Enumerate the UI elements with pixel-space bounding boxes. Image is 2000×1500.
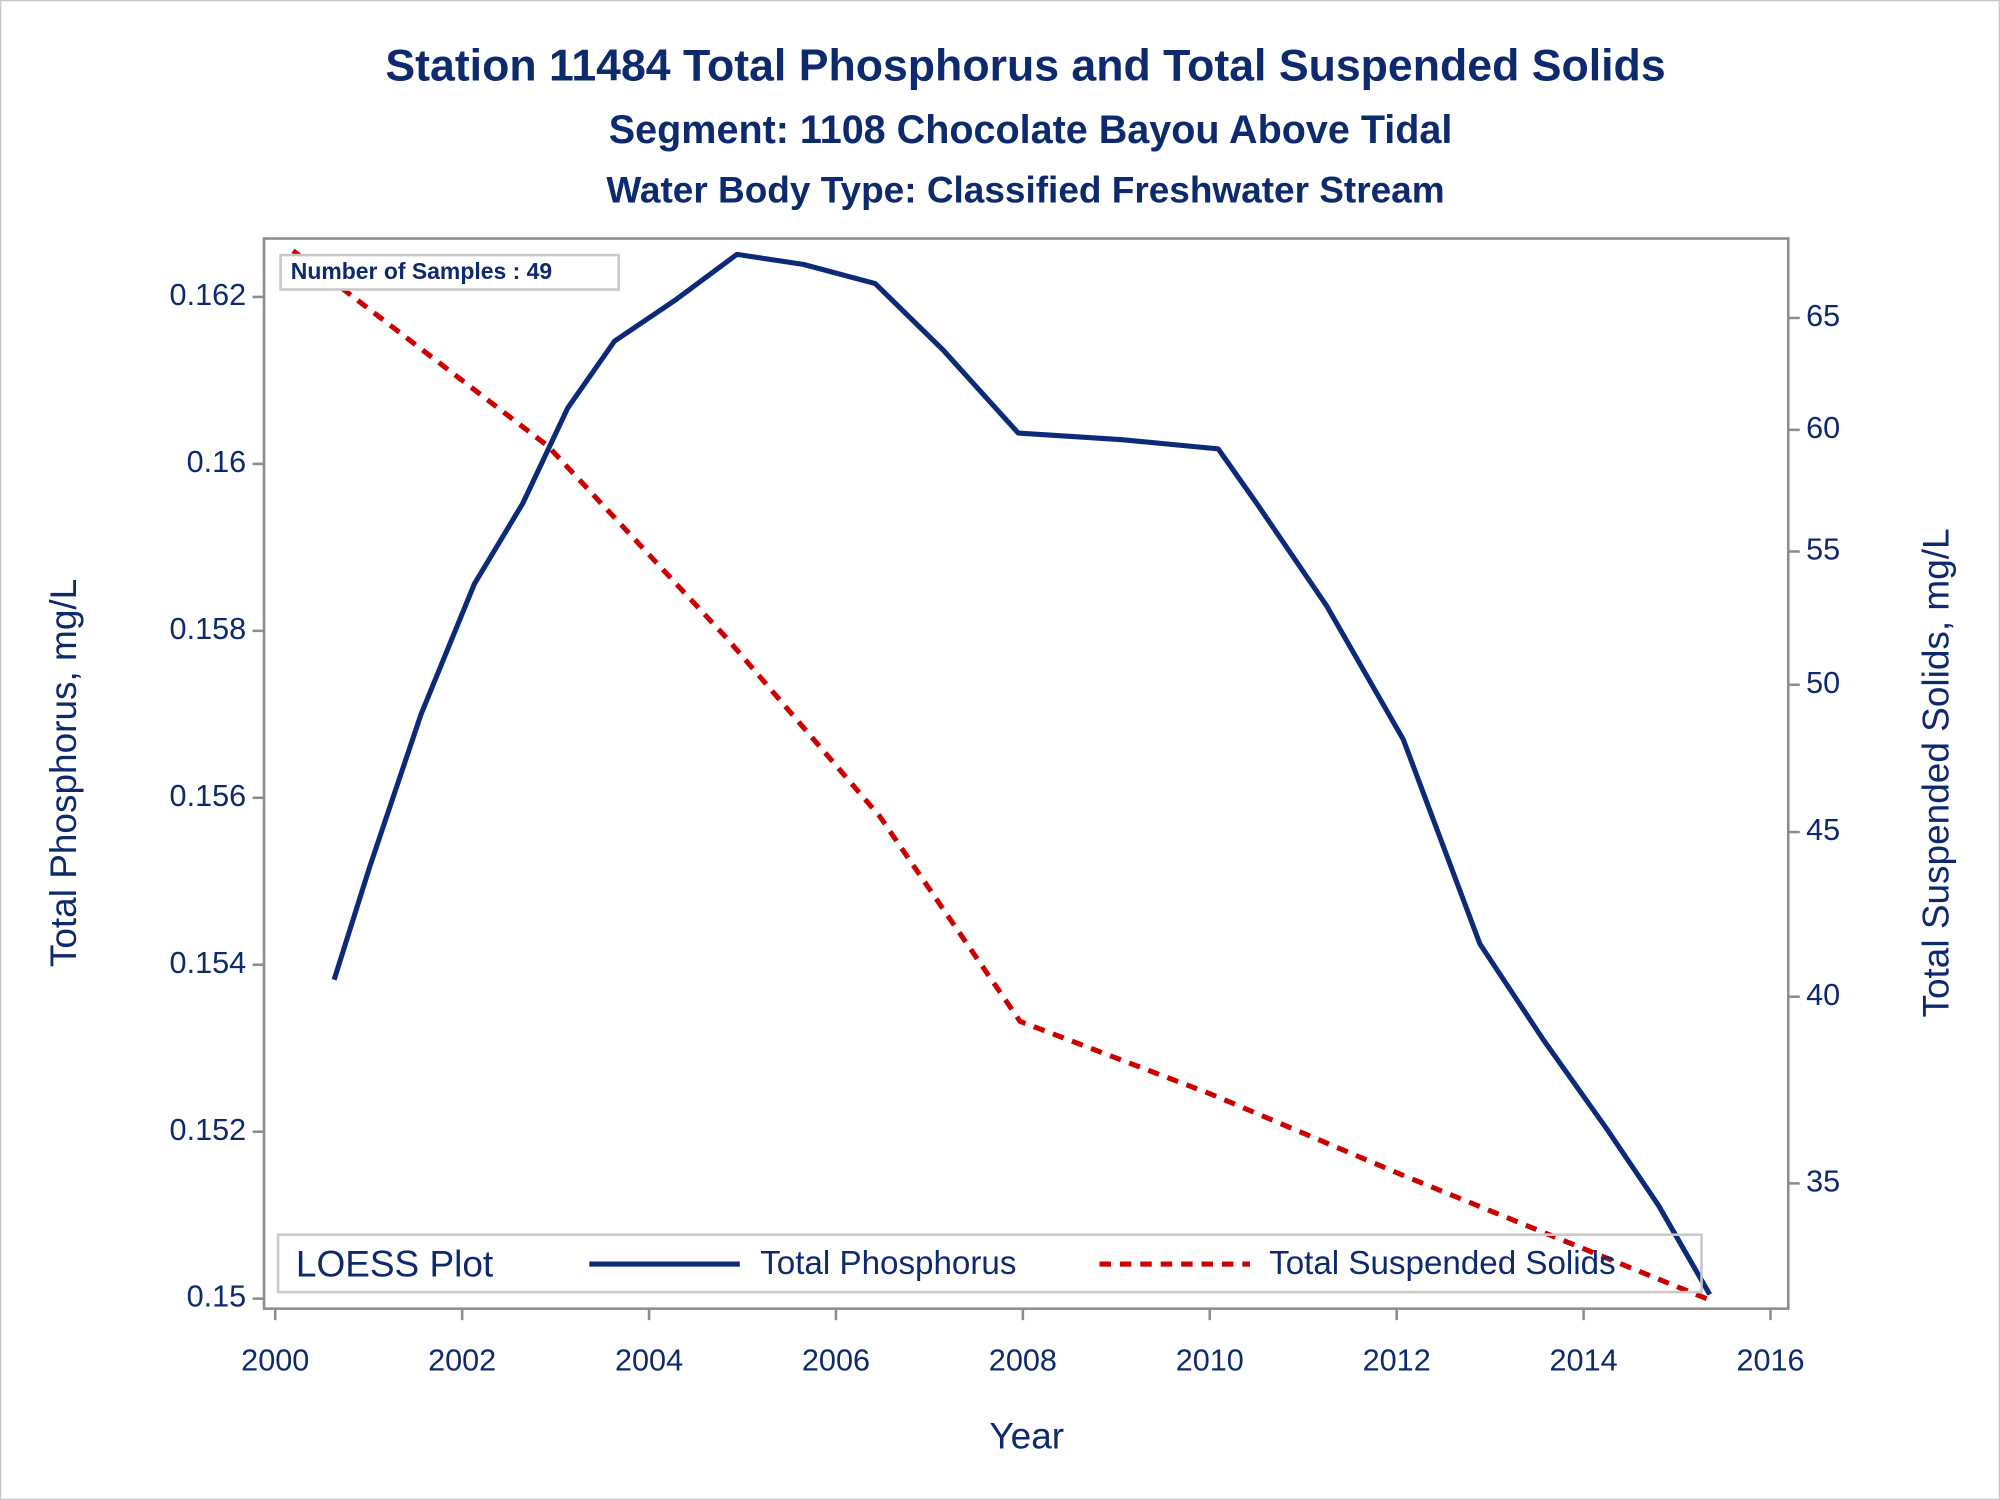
y2-tick-label: 65 (1806, 299, 1840, 333)
y-tick-label: 0.152 (170, 1113, 247, 1147)
y-tick-label: 0.16 (187, 445, 247, 479)
x-tick-label: 2016 (1736, 1343, 1804, 1377)
x-tick-label: 2006 (802, 1343, 870, 1377)
plot-area (262, 237, 1790, 1310)
legend-label: Total Suspended Solids (1269, 1245, 1616, 1282)
y2-tick-label: 55 (1806, 533, 1840, 567)
y2-tick-label: 60 (1806, 411, 1840, 445)
y-axis-label: Total Phosphorus, mg/L (43, 579, 84, 967)
chart-subtitle: Water Body Type: Classified Freshwater S… (606, 169, 1444, 210)
y2-tick-label: 35 (1806, 1164, 1840, 1198)
annotation-box (279, 253, 620, 291)
legend-title: LOESS Plot (296, 1243, 493, 1284)
y2-tick-label: 45 (1806, 813, 1840, 847)
x-tick-label: 2014 (1550, 1343, 1618, 1377)
data-line (291, 248, 1711, 1303)
y-tick-label: 0.154 (170, 946, 247, 980)
chart-subtitle: Segment: 1108 Chocolate Bayou Above Tida… (609, 108, 1453, 152)
x-tick-label: 2002 (428, 1343, 496, 1377)
y-tick-label: 0.158 (170, 612, 247, 646)
x-tick-label: 2012 (1363, 1343, 1431, 1377)
legend-label: Total Phosphorus (760, 1245, 1016, 1282)
annotation: Number of Samples : 49 (291, 258, 552, 284)
y-tick-label: 0.156 (170, 779, 247, 813)
y2-axis-label: Total Suspended Solids, mg/L (1916, 528, 1957, 1017)
x-tick-label: 2010 (1176, 1343, 1244, 1377)
data-line (331, 251, 1712, 1296)
x-tick-label: 2000 (241, 1343, 309, 1377)
y2-tick-label: 50 (1806, 666, 1840, 700)
x-axis-label: Year (989, 1416, 1064, 1457)
legend-box (276, 1233, 1703, 1294)
chart-title: Station 11484 Total Phosphorus and Total… (385, 42, 1665, 91)
y-tick-label: 0.162 (170, 278, 247, 312)
y2-tick-label: 40 (1806, 978, 1840, 1012)
y-tick-label: 0.15 (187, 1280, 247, 1314)
x-tick-label: 2004 (615, 1343, 683, 1377)
x-tick-label: 2008 (989, 1343, 1057, 1377)
